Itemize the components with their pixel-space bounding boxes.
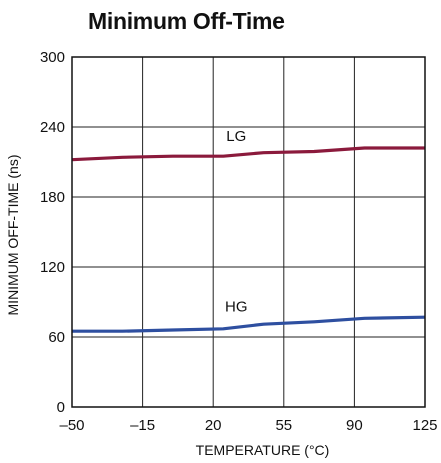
series-label-lg: LG: [226, 128, 246, 145]
x-tick-label: –15: [130, 417, 155, 434]
x-axis-label: TEMPERATURE (°C): [196, 442, 330, 458]
annotations: LG HG: [225, 128, 248, 315]
y-tick-label: 60: [48, 329, 65, 346]
tick-labels: –50 –15 20 55 90 125 0 60 120 180 240 300: [40, 49, 438, 434]
x-tick-label: 125: [412, 417, 437, 434]
y-tick-label: 240: [40, 119, 65, 136]
series-line-hg: [72, 315, 426, 333]
x-tick-label: 55: [275, 417, 292, 434]
y-tick-label: 180: [40, 189, 65, 206]
x-tick-label: 20: [205, 417, 222, 434]
grid: [71, 56, 426, 408]
y-tick-label: 300: [40, 49, 65, 66]
series-label-hg: HG: [225, 298, 248, 315]
plot-frame: [71, 56, 426, 408]
y-axis-label: MINIMUM OFF-TIME (ns): [5, 155, 21, 316]
chart-title: Minimum Off-Time: [88, 8, 285, 34]
x-tick-label: 90: [346, 417, 363, 434]
y-tick-label: 120: [40, 259, 65, 276]
x-tick-label: –50: [59, 417, 84, 434]
y-tick-label: 0: [57, 399, 65, 416]
series-layer: [71, 146, 426, 333]
series-line-lg: [71, 146, 425, 162]
